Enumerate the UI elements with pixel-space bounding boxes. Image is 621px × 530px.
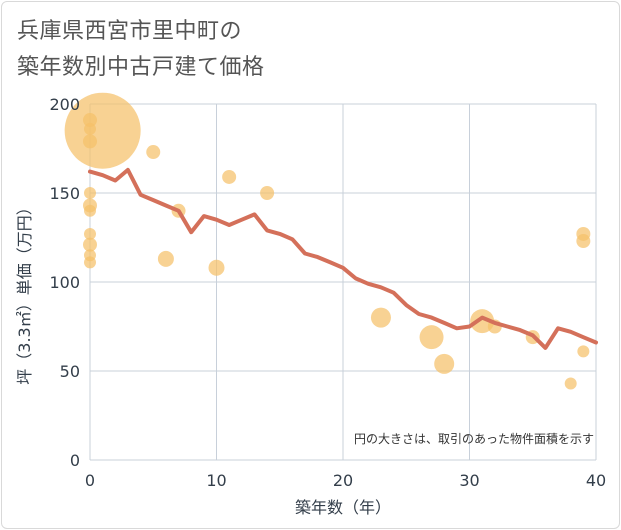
bubble-point-4 [84, 187, 96, 199]
bubble-point-7 [84, 227, 96, 240]
y-tick-label-0: 0 [70, 451, 80, 470]
bubble-point-8 [83, 237, 97, 252]
chart-note: 円の大きさは、取引のあった物件面積を示す [354, 431, 594, 446]
bubble-point-14 [208, 259, 225, 276]
bubble-point-1 [83, 113, 97, 128]
bubble-point-16 [260, 186, 275, 200]
trend-line-layer [88, 167, 598, 350]
bubble-layer [64, 92, 591, 390]
x-axis-label: 築年数（年） [295, 498, 391, 517]
bubble-point-10 [84, 256, 96, 269]
x-tick-label-0: 0 [85, 471, 95, 490]
bubble-point-26 [577, 345, 590, 358]
bubble-point-23 [564, 377, 577, 390]
bubble-point-19 [434, 353, 455, 374]
trend-line [88, 167, 598, 350]
x-tick-label-2: 20 [333, 471, 353, 490]
bubble-point-15 [222, 169, 237, 184]
chart-title-line-1: 兵庫県西宮市里中町の [17, 19, 243, 44]
chart-title-line-2: 築年数別中古戸建て価格 [17, 55, 265, 80]
x-tick-label-4: 40 [586, 471, 606, 490]
chart-title: 兵庫県西宮市里中町の 築年数別中古戸建て価格 [17, 14, 265, 86]
y-tick-label-2: 100 [49, 273, 80, 292]
bubble-point-2 [84, 122, 96, 135]
grid-lines [89, 103, 597, 461]
bubble-point-18 [419, 325, 444, 350]
bubble-point-3 [83, 134, 97, 149]
x-tick-label-1: 10 [206, 471, 226, 490]
y-tick-label-3: 150 [49, 184, 80, 203]
y-axis-label: 坪（3.3㎡）単価（万円） [15, 199, 34, 384]
bubble-point-17 [370, 307, 391, 328]
bubble-point-0 [64, 92, 141, 169]
bubble-point-6 [84, 204, 96, 217]
bubble-point-25 [576, 234, 591, 249]
tick-labels: 0 50 100 150 200 0 10 20 30 40 [49, 95, 606, 490]
x-tick-label-3: 30 [459, 471, 479, 490]
bubble-point-12 [157, 250, 174, 267]
y-tick-label-1: 50 [60, 362, 80, 381]
bubble-point-11 [146, 145, 161, 160]
y-tick-label-4: 200 [49, 95, 80, 114]
